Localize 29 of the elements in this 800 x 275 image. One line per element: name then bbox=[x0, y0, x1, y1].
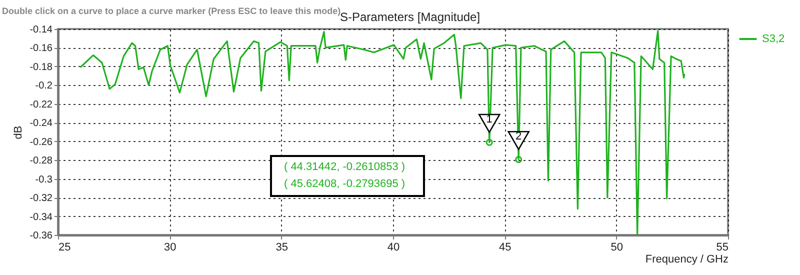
annotation: ( 44.31442, -0.2610853 ) bbox=[284, 161, 406, 173]
y-tick-label: -0.28 bbox=[30, 156, 53, 167]
y-tick-label: -0.2 bbox=[35, 80, 53, 92]
y-tick-label: -0.14 bbox=[30, 24, 53, 36]
text: Double click on a curve to place a curve marker (Press ESC to leave this mode) bbox=[2, 6, 341, 16]
y-tick-label: -0.16 bbox=[30, 43, 53, 54]
x-tick-label: 45 bbox=[499, 242, 512, 254]
y-tick-label: -0.36 bbox=[30, 230, 53, 242]
annotation: 1 bbox=[486, 113, 492, 126]
y-tick-label: -0.3 bbox=[35, 174, 53, 186]
x-tick-label: 30 bbox=[164, 242, 176, 254]
y-tick-label: -0.32 bbox=[30, 193, 53, 204]
y-tick-label: -0.22 bbox=[30, 99, 53, 110]
y-tick-label: -0.18 bbox=[30, 62, 53, 73]
x-tick-label: 55 bbox=[716, 242, 728, 254]
legend-label: S3,2 bbox=[762, 33, 785, 45]
line-series bbox=[80, 30, 686, 235]
x-axis-title: Frequency / GHz bbox=[645, 254, 728, 266]
x-tick-label: 25 bbox=[58, 242, 71, 254]
x-tick-label: 40 bbox=[387, 242, 400, 254]
y-tick-label: -0.26 bbox=[30, 136, 53, 148]
annotation: 2 bbox=[516, 130, 522, 142]
y-axis-title: dB bbox=[12, 126, 25, 140]
annotation: ( 45.62408, -0.2793695 ) bbox=[284, 178, 406, 190]
chart-title: S-Parameters [Magnitude] bbox=[340, 10, 480, 24]
y-tick-label: -0.24 bbox=[30, 118, 53, 130]
x-tick-label: 50 bbox=[610, 242, 623, 254]
y-tick-label: -0.34 bbox=[30, 212, 53, 223]
x-tick-label: 35 bbox=[276, 242, 288, 254]
